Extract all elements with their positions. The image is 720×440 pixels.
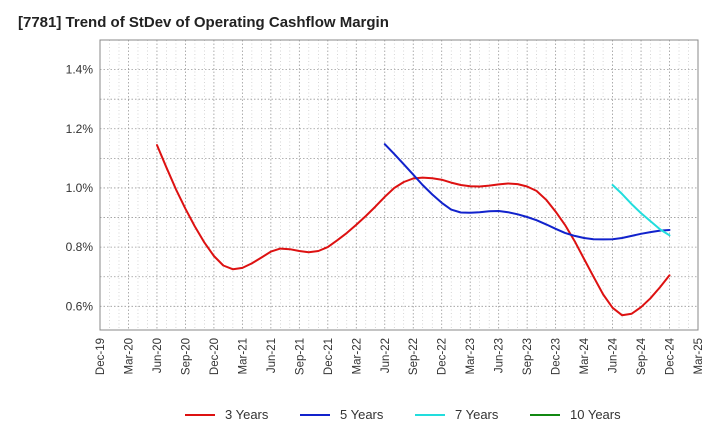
x-tick-label: Sep-20 (180, 338, 192, 375)
x-tick-label: Dec-24 (665, 337, 677, 375)
x-tick-label: Jun-24 (608, 337, 620, 373)
x-tick-label: Mar-20 (123, 338, 135, 374)
x-tick-label: Dec-21 (323, 338, 335, 375)
plot-frame (99, 39, 699, 331)
legend-label-2: 5 Years (340, 407, 384, 422)
y-tick-label: 1.0% (66, 181, 94, 195)
x-tick-label: Mar-25 (693, 338, 705, 374)
legend: 3 Years 5 Years 7 Years 10 Years (185, 407, 621, 422)
series-line-1 (156, 144, 671, 317)
legend-label-3: 7 Years (455, 407, 499, 422)
x-tick-label: Mar-22 (351, 338, 363, 374)
legend-label-4: 10 Years (570, 407, 621, 422)
series-line-2 (383, 143, 671, 241)
x-tick-label: Jun-21 (266, 338, 278, 373)
y-tick-label: 1.4% (66, 63, 94, 77)
x-tick-label: Mar-21 (237, 338, 249, 374)
x-tick-label: Dec-23 (551, 338, 563, 375)
grid (100, 39, 698, 330)
x-tick-label: Sep-21 (294, 338, 306, 375)
series-line-3 (611, 184, 671, 237)
x-tick-label: Jun-23 (494, 338, 506, 373)
x-tick-label: Sep-22 (408, 338, 420, 375)
x-tick-label: Jun-20 (152, 338, 164, 373)
x-tick-label: Dec-19 (95, 338, 107, 375)
x-tick-label: Sep-24 (636, 337, 648, 375)
legend-label-1: 3 Years (225, 407, 269, 422)
x-tick-label: Dec-22 (437, 338, 449, 375)
series-lines (156, 143, 671, 317)
x-tick-label: Dec-20 (209, 338, 221, 375)
x-tick-label: Sep-23 (522, 338, 534, 375)
y-tick-label: 0.6% (66, 299, 94, 313)
axes: 0.6% 0.8% 1.0% 1.2% 1.4% Dec-19 Mar-20 Jun-20 Se… (66, 39, 705, 375)
x-tick-label: Mar-24 (579, 337, 591, 374)
x-tick-label: Jun-22 (380, 338, 392, 373)
y-tick-label: 0.8% (66, 240, 94, 254)
x-tick-label: Mar-23 (465, 338, 477, 374)
chart-title: [7781] Trend of StDev of Operating Cashf… (18, 14, 389, 31)
y-tick-label: 1.2% (66, 122, 94, 136)
